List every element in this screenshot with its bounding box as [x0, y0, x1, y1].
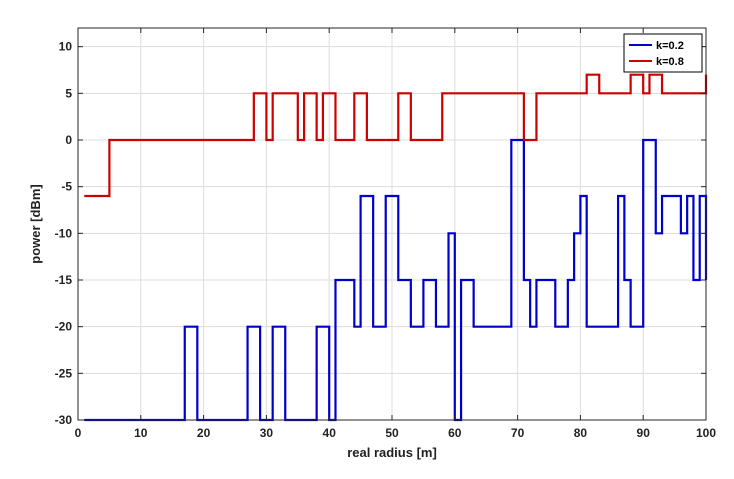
y-axis-label: power [dBm] — [28, 184, 43, 263]
x-tick-label: 10 — [134, 426, 148, 440]
legend-box — [623, 33, 703, 73]
x-tick-label: 30 — [260, 426, 274, 440]
series-line-k08 — [84, 73, 708, 198]
legend: k=0.2 k=0.8 — [623, 33, 703, 73]
x-tick-label: 0 — [75, 426, 82, 440]
y-tick-label: 0 — [65, 133, 72, 147]
x-tick-label: 60 — [448, 426, 462, 440]
x-tick-label: 40 — [323, 426, 337, 440]
x-tick-label: 20 — [197, 426, 211, 440]
legend-label-k02: k=0.2 — [656, 40, 684, 52]
y-tick-label: -20 — [55, 320, 73, 334]
x-tick-label: 100 — [696, 426, 716, 440]
y-tick-label: -15 — [55, 273, 73, 287]
x-axis-label: real radius [m] — [347, 445, 437, 460]
x-tick-label: 80 — [574, 426, 588, 440]
y-tick-label: -5 — [61, 180, 72, 194]
x-tick-label: 70 — [511, 426, 525, 440]
x-tick-label: 90 — [637, 426, 651, 440]
y-tick-label: 10 — [59, 40, 73, 54]
legend-label-k08: k=0.8 — [656, 56, 684, 68]
x-tick-label: 50 — [385, 426, 399, 440]
y-tick-label: -25 — [55, 366, 73, 380]
series-line-k02 — [84, 138, 708, 422]
y-tick-label: -10 — [55, 226, 73, 240]
y-tick-label: 5 — [65, 86, 72, 100]
y-tick-label: -30 — [55, 413, 73, 427]
